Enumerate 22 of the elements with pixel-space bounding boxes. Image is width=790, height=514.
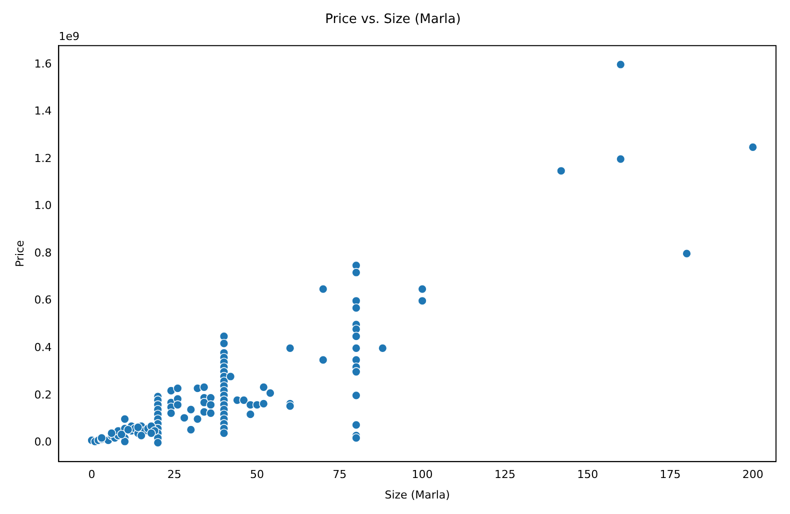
x-axis-title: Size (Marla) (384, 488, 450, 502)
y-axis-title: Price (13, 240, 26, 268)
x-tick-label: 150 (577, 468, 598, 482)
chart-title: Price vs. Size (Marla) (325, 12, 461, 28)
y-tick-label: 1.6 (34, 57, 52, 70)
y-tick-label: 1.2 (34, 152, 52, 165)
x-tick-label: 200 (742, 468, 764, 482)
x-tick-label: 0 (88, 468, 96, 482)
y-tick-label: 1.0 (34, 199, 52, 212)
y-tick-label: 0.2 (34, 388, 52, 402)
text: 1e9 (58, 30, 80, 43)
x-tick-label: 50 (250, 468, 264, 482)
y-tick-label: 0.6 (34, 294, 52, 307)
x-tick-label: 125 (494, 468, 516, 482)
x-tick-label: 175 (660, 468, 681, 482)
x-tick-label: 25 (167, 468, 182, 482)
y-tick-label: 0.0 (34, 436, 52, 449)
y-tick-label: 1.4 (34, 104, 52, 118)
y-tick-label: 0.4 (34, 341, 52, 354)
x-tick-label: 75 (332, 468, 347, 482)
y-tick-label: 0.8 (34, 246, 52, 260)
x-tick-label: 100 (412, 468, 433, 482)
